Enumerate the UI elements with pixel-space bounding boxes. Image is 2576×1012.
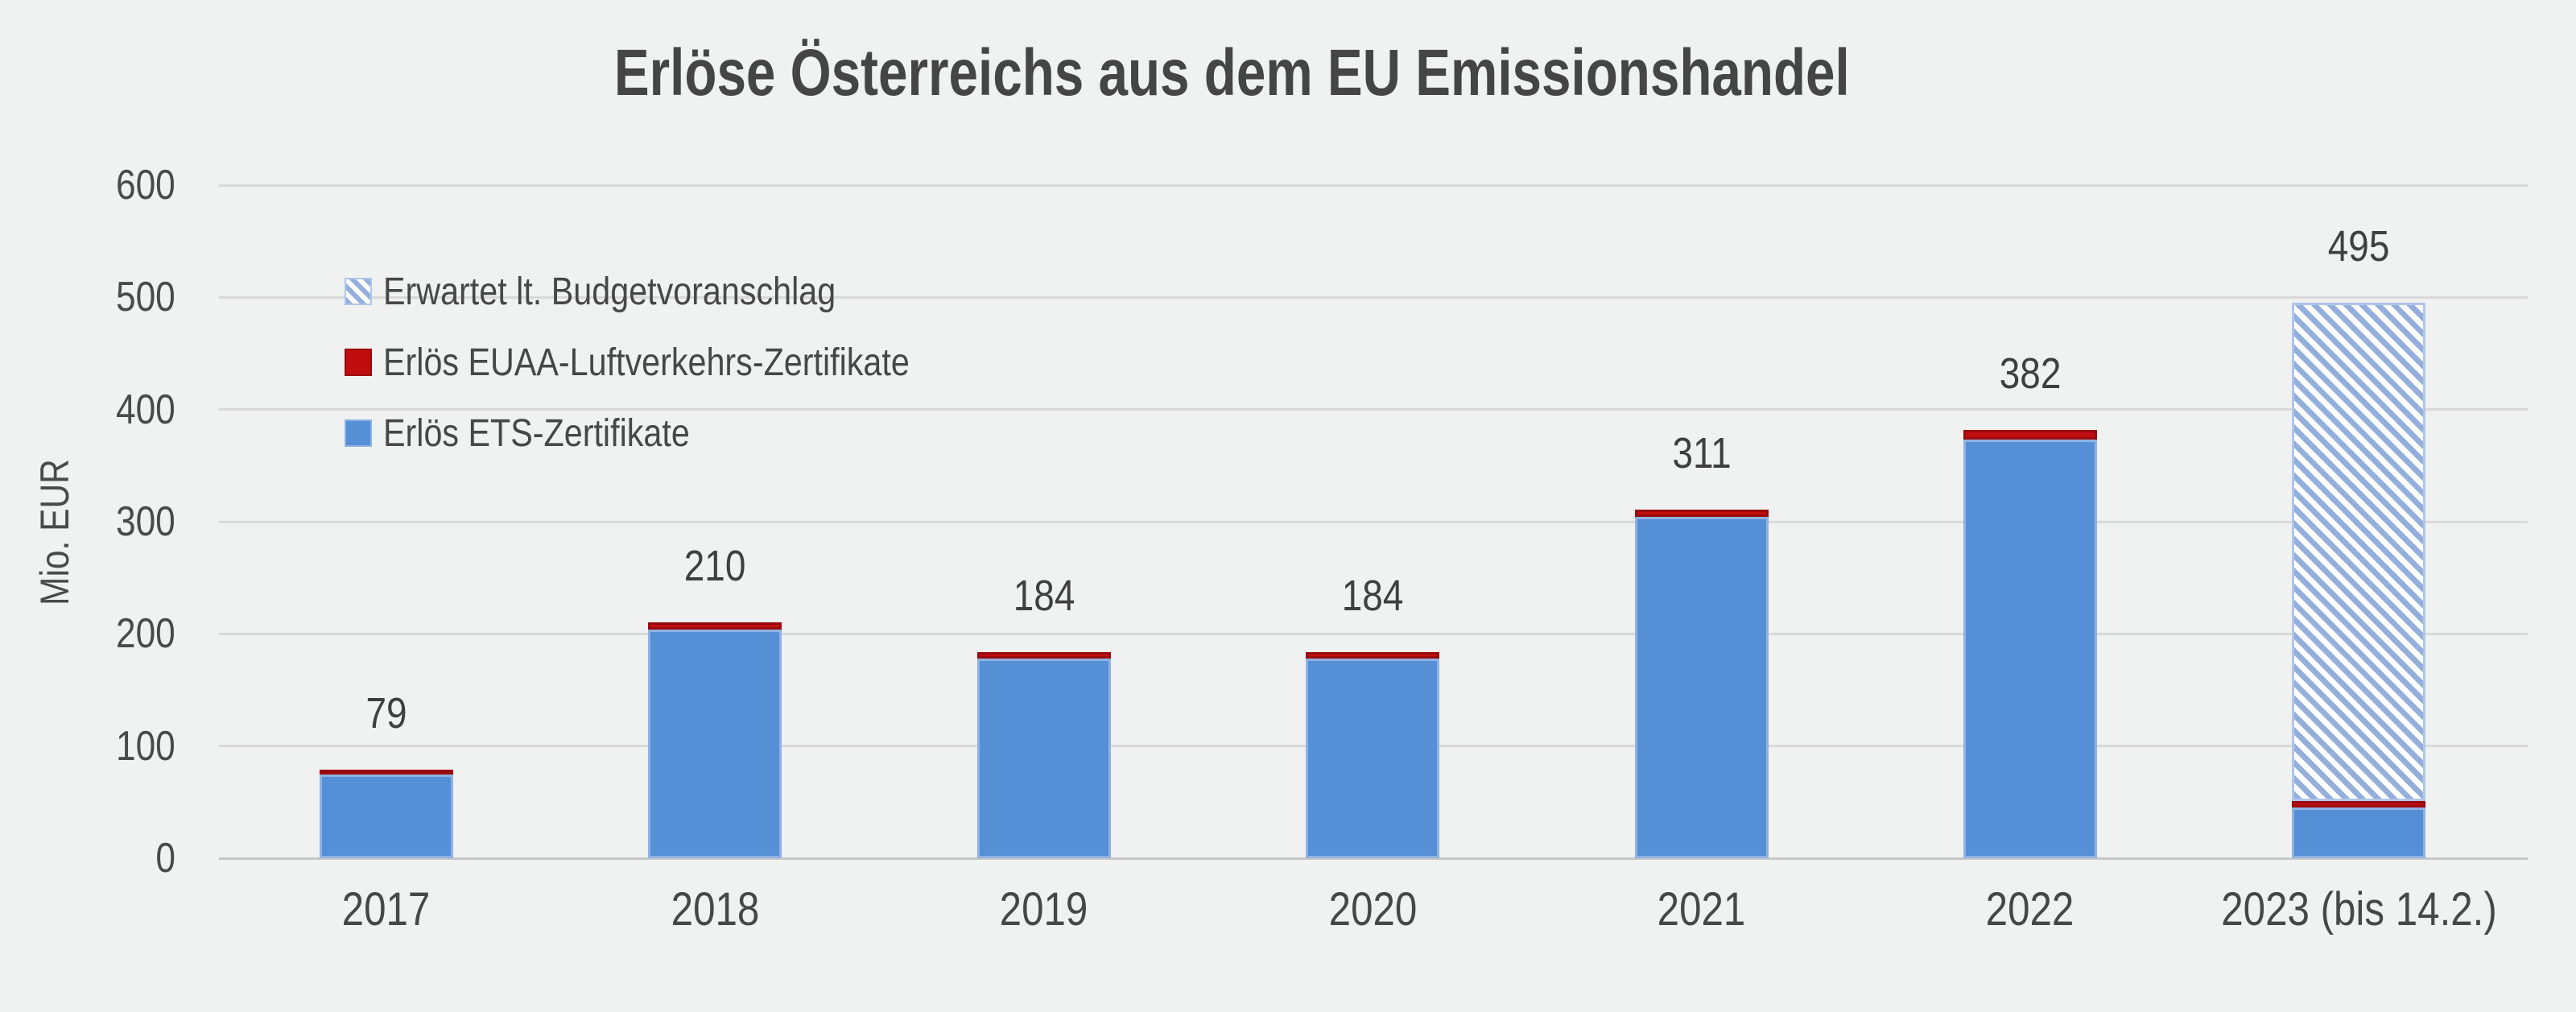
bar-2023 (bis 14.2.)-red-segment (2292, 800, 2426, 808)
legend-item-red: Erlös EUAA-Luftverkehrs-Zertifikate (345, 327, 995, 398)
value-label-text: 184 (1013, 571, 1075, 620)
x-label-text: 2020 (1328, 883, 1418, 936)
y-tick-label: 300 (116, 498, 175, 545)
bar-2019-blue-segment (976, 658, 1111, 858)
gridline-600 (219, 184, 2528, 187)
bar-2022-blue-segment (1963, 440, 2097, 858)
gridline-300 (219, 520, 2528, 523)
value-label-2021: 311 (1581, 429, 1823, 477)
legend-label-text: Erwartet lt. Budgetvoranschlag (383, 270, 836, 313)
y-tick-600: 600 (0, 160, 175, 210)
legend: Erwartet lt. Budgetvoranschlag Erlös EUAA… (345, 256, 995, 469)
bar-2023 (bis 14.2.)-hatch-segment (2292, 303, 2426, 801)
x-label-text: 2019 (999, 883, 1088, 936)
x-label-2019: 2019 (835, 884, 1253, 936)
y-tick-200: 200 (0, 609, 175, 659)
y-tick-label: 500 (116, 274, 175, 321)
x-label-2017: 2017 (177, 884, 596, 936)
y-tick-label: 100 (116, 722, 175, 770)
y-tick-300: 300 (0, 497, 175, 547)
bar-2023 (bis 14.2.)-blue-segment (2292, 808, 2426, 858)
value-label-2023 (bis 14.2.): 495 (2238, 222, 2479, 271)
x-label-text: 2022 (1986, 883, 2074, 936)
y-tick-label: 200 (116, 610, 175, 658)
y-tick-100: 100 (0, 721, 175, 771)
x-label-text: 2021 (1657, 883, 1746, 936)
gridline-500 (219, 295, 2528, 299)
bar-2020-red-segment (1306, 651, 1440, 659)
legend-swatch-blue-icon (345, 419, 372, 447)
value-label-2020: 184 (1252, 572, 1493, 620)
y-tick-500: 500 (0, 272, 175, 322)
legend-label-text: Erlös EUAA-Luftverkehrs-Zertifikate (383, 341, 910, 384)
legend-swatch-red-icon (345, 349, 372, 376)
legend-label: Erlös ETS-Zertifikate (383, 411, 740, 456)
bar-2021-blue-segment (1634, 517, 1769, 858)
bar-2018-red-segment (648, 622, 782, 630)
bar-2017-red-segment (320, 769, 453, 774)
legend-swatch-hatch-icon (345, 278, 372, 305)
value-label-2018: 210 (594, 542, 836, 590)
chart-title-text: Erlöse Österreichs aus dem EU Emissionsh… (613, 36, 1850, 109)
legend-label: Erwartet lt. Budgetvoranschlag (383, 270, 910, 314)
gridline-400 (219, 408, 2528, 411)
bar-2018-blue-segment (648, 629, 782, 858)
gridline-200 (219, 632, 2528, 635)
x-label-text: 2023 (bis 14.2.) (2221, 883, 2497, 936)
x-label-2022: 2022 (1821, 884, 2240, 936)
value-label-text: 79 (365, 688, 407, 737)
bar-2019-red-segment (976, 651, 1111, 659)
gridline-0 (219, 857, 2528, 860)
x-label-2023 (bis 14.2.): 2023 (bis 14.2.) (2149, 884, 2568, 936)
value-label-2017: 79 (266, 689, 507, 737)
bar-2017-blue-segment (320, 774, 453, 858)
legend-item-blue: Erlös ETS-Zertifikate (345, 398, 995, 469)
legend-label: Erlös EUAA-Luftverkehrs-Zertifikate (383, 341, 995, 385)
x-label-text: 2017 (342, 883, 431, 936)
value-label-2019: 184 (923, 572, 1165, 620)
x-label-2021: 2021 (1492, 884, 1911, 936)
y-tick-0: 0 (0, 833, 175, 883)
value-label-text: 382 (1999, 349, 2062, 398)
y-tick-label: 400 (116, 386, 175, 433)
value-label-2022: 382 (1909, 349, 2151, 398)
x-label-text: 2018 (671, 883, 760, 936)
legend-item-hatch: Erwartet lt. Budgetvoranschlag (345, 256, 995, 327)
bar-2020-blue-segment (1306, 658, 1440, 858)
y-tick-400: 400 (0, 385, 175, 435)
y-tick-label: 0 (155, 835, 175, 882)
value-label-text: 495 (2328, 222, 2390, 271)
value-label-text: 311 (1672, 428, 1732, 477)
bar-2022-red-segment (1963, 429, 2097, 440)
x-label-2020: 2020 (1163, 884, 1582, 936)
value-label-text: 210 (684, 542, 746, 591)
chart-title: Erlöse Österreichs aus dem EU Emissionsh… (0, 35, 2463, 111)
value-label-text: 184 (1341, 571, 1404, 620)
bar-2021-red-segment (1634, 509, 1769, 518)
x-label-2018: 2018 (506, 884, 924, 936)
y-tick-label: 600 (116, 162, 175, 209)
legend-label-text: Erlös ETS-Zertifikate (383, 411, 690, 455)
